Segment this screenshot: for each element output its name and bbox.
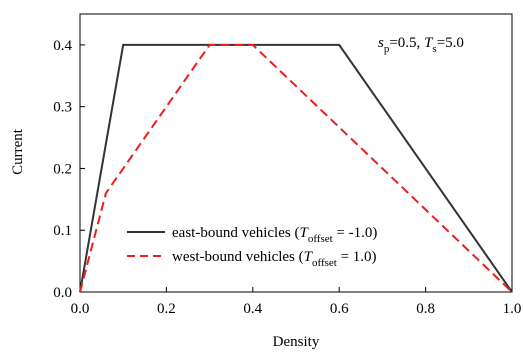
x-tick-label: 0.2 [157, 301, 176, 317]
annotation-t-symbol: T [424, 35, 434, 51]
annotation-s-value: =0.5, [389, 35, 424, 51]
annotation-t-sub: s [432, 43, 436, 55]
series-line-west-bound [79, 43, 513, 293]
series-layer [79, 43, 513, 293]
x-axis-label: Density [273, 334, 320, 350]
parameter-annotation: sp=0.5, Ts=5.0 [378, 35, 464, 55]
legend-label-west: west-bound vehicles (Toffset = 1.0) [172, 249, 377, 269]
legend-label-east: east-bound vehicles (Toffset = -1.0) [172, 225, 377, 245]
x-tick-label: 0.4 [243, 301, 262, 317]
series-line-east-bound [79, 43, 513, 293]
annotation-s-sub: p [384, 43, 390, 55]
y-axis-label: Current [10, 128, 26, 175]
x-tick-label: 1.0 [503, 301, 522, 317]
x-tick-label: 0.8 [416, 301, 435, 317]
x-tick-label: 0.0 [71, 301, 90, 317]
y-tick-label: 0.1 [53, 223, 72, 239]
legend: east-bound vehicles (Toffset = -1.0) wes… [127, 225, 377, 269]
annotation-s-symbol: s [378, 35, 384, 51]
annotation-t-value: =5.0 [437, 35, 464, 51]
y-tick-label: 0.2 [53, 161, 72, 177]
y-tick-label: 0.3 [53, 100, 72, 116]
plot-frame [79, 13, 513, 293]
axis-ticks: 0.0 0.2 0.4 0.6 0.8 1.0 0.0 0.1 0.2 0.3 0.4 [53, 38, 521, 317]
y-tick-label: 0.4 [53, 38, 72, 54]
x-tick-label: 0.6 [330, 301, 349, 317]
y-tick-label: 0.0 [53, 285, 72, 301]
